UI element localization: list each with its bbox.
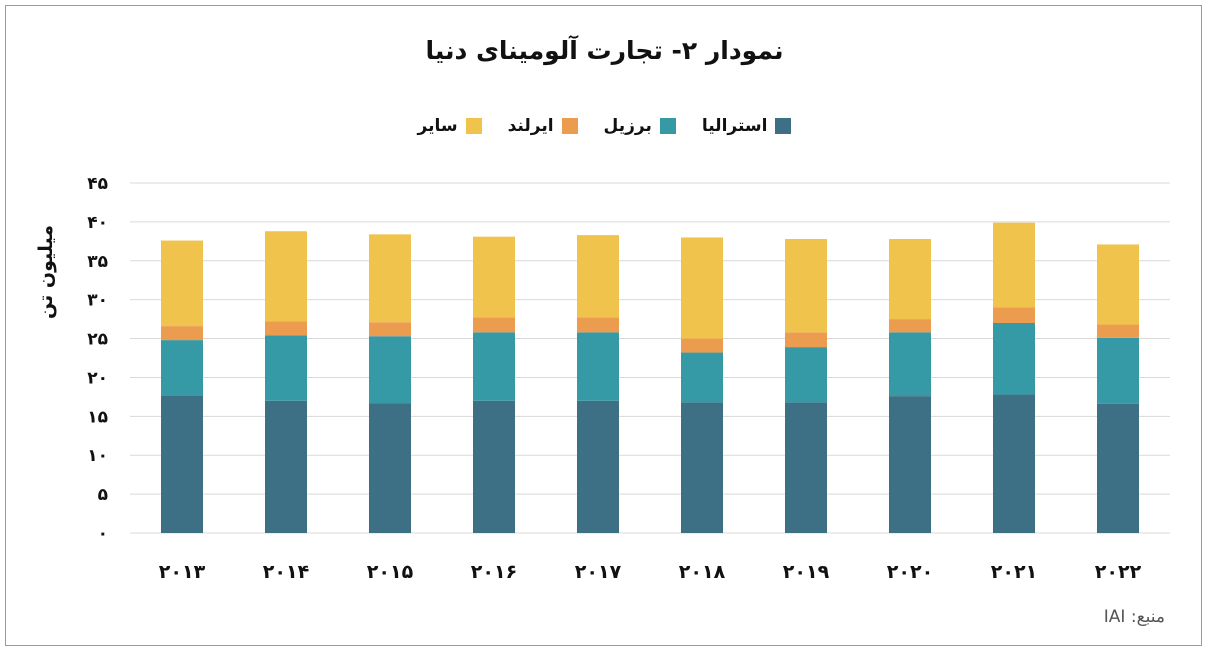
bar-segment-2-8 — [993, 307, 1035, 323]
bar-segment-3-9 — [1097, 244, 1139, 325]
bar-segment-0-5 — [681, 402, 723, 533]
legend-label-brazil: برزیل — [603, 116, 652, 136]
legend-item-australia: استرالیا — [702, 116, 792, 136]
legend-label-australia: استرالیا — [701, 116, 768, 136]
bar-segment-2-6 — [785, 332, 827, 348]
bar-segment-3-2 — [369, 234, 411, 323]
bar-segment-1-8 — [993, 323, 1035, 395]
bar-segment-2-1 — [265, 321, 307, 336]
y-tick-label: ۲۰ — [87, 368, 108, 388]
y-axis-label: میلیون تن — [35, 225, 57, 319]
y-tick-label: ۴۰ — [87, 213, 108, 233]
bar-segment-1-0 — [161, 340, 203, 396]
bar-segment-1-6 — [785, 347, 827, 403]
y-tick-label: ۰ — [98, 524, 108, 544]
source-note: منبع: IAI — [1103, 607, 1165, 627]
bar-segment-0-4 — [577, 400, 619, 533]
y-tick-label: ۲۵ — [87, 330, 108, 350]
legend-label-other: سایر — [417, 116, 458, 136]
bar-segment-1-5 — [681, 352, 723, 403]
bar-segment-0-2 — [369, 403, 411, 533]
bar-segment-3-4 — [577, 235, 619, 318]
bar-segment-0-3 — [473, 400, 515, 533]
y-tick-label: ۱۵ — [87, 407, 108, 427]
bar-segment-2-4 — [577, 317, 619, 333]
bar-segment-0-9 — [1097, 403, 1139, 533]
bar-segment-2-9 — [1097, 324, 1139, 338]
bar-segment-3-3 — [473, 236, 515, 318]
x-tick-label: ۲۰۲۲ — [1095, 561, 1142, 583]
x-tick-label: ۲۰۱۶ — [471, 561, 517, 583]
x-tick-label: ۲۰۱۴ — [263, 561, 309, 583]
bar-segment-1-1 — [265, 335, 307, 401]
bar-segment-1-3 — [473, 332, 515, 401]
legend-swatch-australia — [775, 118, 792, 134]
bars — [161, 222, 1139, 533]
bar-segment-1-9 — [1097, 337, 1139, 404]
bar-segment-2-2 — [369, 322, 411, 337]
x-tick-label: ۲۰۲۰ — [887, 561, 933, 583]
bar-segment-1-7 — [889, 332, 931, 397]
x-axis-ticks: ۲۰۱۳ ۲۰۱۴ ۲۰۱۵ ۲۰۱۶ ۲۰۱۷ ۲۰۱۸ ۲۰۱۹ ۲۰۲۰ ۲۰۲۱ ۲۰۲۲ — [159, 561, 1142, 583]
legend-label-ireland: ایرلند — [507, 116, 554, 136]
y-tick-label: ۳۰ — [87, 291, 108, 311]
bar-segment-0-0 — [161, 395, 203, 533]
y-tick-label: ۱۰ — [87, 446, 108, 466]
bar-segment-2-7 — [889, 319, 931, 333]
legend-swatch-other — [465, 118, 482, 134]
bar-segment-2-3 — [473, 317, 515, 333]
bar-segment-3-6 — [785, 239, 827, 333]
bar-segment-3-0 — [161, 240, 203, 327]
bar-segment-0-1 — [265, 400, 307, 533]
x-tick-label: ۲۰۱۵ — [367, 561, 414, 583]
legend-swatch-ireland — [561, 118, 578, 134]
legend-item-ireland: ایرلند — [508, 116, 578, 136]
x-tick-label: ۲۰۱۷ — [575, 561, 622, 583]
bar-segment-0-6 — [785, 402, 827, 533]
y-tick-label: ۵ — [98, 485, 108, 505]
bar-segment-1-2 — [369, 336, 411, 404]
bar-segment-0-7 — [889, 396, 931, 533]
legend-item-other: سایر — [418, 116, 482, 136]
x-tick-label: ۲۰۱۹ — [783, 561, 830, 583]
x-tick-label: ۲۰۲۱ — [991, 561, 1037, 583]
legend-item-brazil: برزیل — [604, 116, 676, 136]
bar-segment-3-5 — [681, 237, 723, 339]
legend-swatch-brazil — [659, 118, 676, 134]
bar-segment-1-4 — [577, 332, 619, 401]
y-axis-ticks: ۰ ۵ ۱۰ ۱۵ ۲۰ ۲۵ ۳۰ ۳۵ ۴۰ ۴۵ — [87, 174, 108, 544]
y-tick-label: ۳۵ — [87, 252, 108, 272]
x-tick-label: ۲۰۱۳ — [159, 561, 206, 583]
bar-segment-3-8 — [993, 222, 1035, 308]
bar-segment-2-0 — [161, 326, 203, 341]
bar-segment-3-1 — [265, 231, 307, 322]
x-tick-label: ۲۰۱۸ — [679, 561, 726, 583]
y-tick-label: ۴۵ — [87, 174, 108, 194]
bar-segment-2-5 — [681, 338, 723, 353]
bar-segment-0-8 — [993, 394, 1035, 533]
chart-legend: استرالیا برزیل ایرلند سایر — [0, 116, 1209, 136]
chart-title: نمودار ۲- تجارت آلومینای دنیا — [425, 36, 784, 65]
bar-segment-3-7 — [889, 239, 931, 320]
